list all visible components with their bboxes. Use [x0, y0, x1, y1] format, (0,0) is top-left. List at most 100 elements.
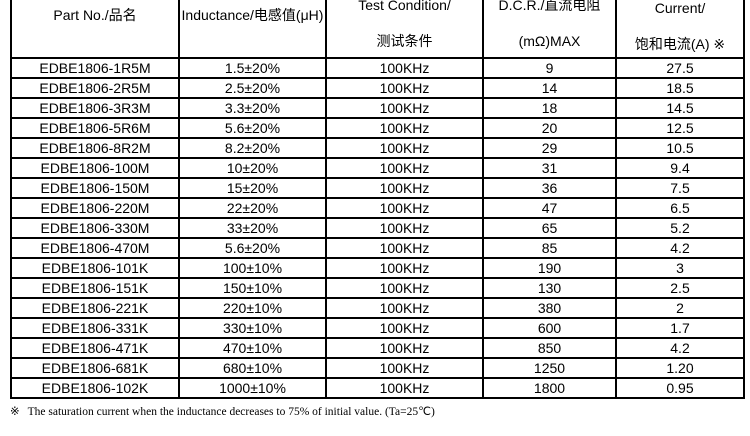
cell-part-no: EDBE1806-2R5M — [10, 77, 180, 99]
col-header-part-no-label: Part No./品名 — [53, 7, 137, 23]
table-row: EDBE1806-2R5M 2.5±20% 100KHz 14 18.5 — [10, 77, 745, 99]
col-header-test-condition-line1: Test Condition/ — [358, 0, 451, 13]
cell-dcr-max: 31 — [482, 157, 617, 179]
cell-dcr-max: 36 — [482, 177, 617, 199]
cell-dcr-max: 85 — [482, 237, 617, 259]
col-header-test-condition: Test Condition/ 测试条件 — [325, 0, 484, 59]
cell-saturation-current: 18.5 — [615, 77, 745, 99]
cell-dcr-max: 850 — [482, 337, 617, 359]
cell-saturation-current: 7.5 — [615, 177, 745, 199]
cell-saturation-current: 1.7 — [615, 317, 745, 339]
cell-saturation-current: 14.5 — [615, 97, 745, 119]
col-header-part-no: Part No./品名 — [10, 0, 180, 59]
cell-dcr-max: 47 — [482, 197, 617, 219]
cell-part-no: EDBE1806-102K — [10, 377, 180, 399]
inductor-spec-table: Part No./品名 Inductance/电感值(μH) Test Cond… — [10, 0, 745, 399]
cell-test-condition: 100KHz — [325, 97, 484, 119]
cell-inductance: 22±20% — [178, 197, 327, 219]
cell-dcr-max: 14 — [482, 77, 617, 99]
cell-inductance: 150±10% — [178, 277, 327, 299]
cell-saturation-current: 1.20 — [615, 357, 745, 379]
table-body: EDBE1806-1R5M 1.5±20% 100KHz 9 27.5 EDBE1806-… — [10, 57, 745, 399]
table-row: EDBE1806-220M 22±20% 100KHz 47 6.5 — [10, 197, 745, 219]
cell-inductance: 5.6±20% — [178, 237, 327, 259]
cell-test-condition: 100KHz — [325, 357, 484, 379]
cell-saturation-current: 5.2 — [615, 217, 745, 239]
cell-part-no: EDBE1806-221K — [10, 297, 180, 319]
table-row: EDBE1806-470M 5.6±20% 100KHz 85 4.2 — [10, 237, 745, 259]
cell-inductance: 5.6±20% — [178, 117, 327, 139]
cell-saturation-current: 27.5 — [615, 57, 745, 79]
cell-part-no: EDBE1806-3R3M — [10, 97, 180, 119]
cell-inductance: 8.2±20% — [178, 137, 327, 159]
cell-saturation-current: 6.5 — [615, 197, 745, 219]
cell-inductance: 470±10% — [178, 337, 327, 359]
cell-saturation-current: 4.2 — [615, 237, 745, 259]
cell-test-condition: 100KHz — [325, 337, 484, 359]
cell-test-condition: 100KHz — [325, 157, 484, 179]
footnote-reference-mark: ※ — [10, 406, 20, 418]
cell-dcr-max: 130 — [482, 277, 617, 299]
cell-test-condition: 100KHz — [325, 237, 484, 259]
cell-part-no: EDBE1806-681K — [10, 357, 180, 379]
cell-inductance: 220±10% — [178, 297, 327, 319]
cell-part-no: EDBE1806-151K — [10, 277, 180, 299]
table-row: EDBE1806-150M 15±20% 100KHz 36 7.5 — [10, 177, 745, 199]
cell-test-condition: 100KHz — [325, 217, 484, 239]
cell-test-condition: 100KHz — [325, 377, 484, 399]
cell-test-condition: 100KHz — [325, 117, 484, 139]
cell-dcr-max: 18 — [482, 97, 617, 119]
cell-test-condition: 100KHz — [325, 197, 484, 219]
footnote: ※ The saturation current when the inducta… — [10, 404, 435, 420]
cell-dcr-max: 600 — [482, 317, 617, 339]
cell-part-no: EDBE1806-331K — [10, 317, 180, 339]
cell-part-no: EDBE1806-8R2M — [10, 137, 180, 159]
table-row: EDBE1806-102K 1000±10% 100KHz 1800 0.95 — [10, 377, 745, 399]
cell-part-no: EDBE1806-100M — [10, 157, 180, 179]
cell-inductance: 33±20% — [178, 217, 327, 239]
table-row: EDBE1806-3R3M 3.3±20% 100KHz 18 14.5 — [10, 97, 745, 119]
cell-dcr-max: 190 — [482, 257, 617, 279]
cell-inductance: 10±20% — [178, 157, 327, 179]
table-header-row: Part No./品名 Inductance/电感值(μH) Test Cond… — [10, 0, 745, 59]
cell-part-no: EDBE1806-220M — [10, 197, 180, 219]
cell-inductance: 1.5±20% — [178, 57, 327, 79]
cell-inductance: 15±20% — [178, 177, 327, 199]
cell-test-condition: 100KHz — [325, 257, 484, 279]
cell-part-no: EDBE1806-330M — [10, 217, 180, 239]
cell-test-condition: 100KHz — [325, 177, 484, 199]
cell-part-no: EDBE1806-471K — [10, 337, 180, 359]
table-row: EDBE1806-151K 150±10% 100KHz 130 2.5 — [10, 277, 745, 299]
cell-inductance: 100±10% — [178, 257, 327, 279]
cell-dcr-max: 9 — [482, 57, 617, 79]
cell-test-condition: 100KHz — [325, 57, 484, 79]
col-header-dcr-line2: (mΩ)MAX — [518, 33, 581, 49]
cell-part-no: EDBE1806-150M — [10, 177, 180, 199]
cell-part-no: EDBE1806-101K — [10, 257, 180, 279]
cell-dcr-max: 20 — [482, 117, 617, 139]
footnote-text: The saturation current when the inductan… — [27, 406, 435, 418]
cell-part-no: EDBE1806-470M — [10, 237, 180, 259]
col-header-inductance-label: Inductance/电感值(μH) — [181, 7, 324, 23]
cell-inductance: 330±10% — [178, 317, 327, 339]
col-header-dcr-line1: D.C.R./直流电阻 — [498, 0, 601, 13]
col-header-test-condition-line2: 测试条件 — [376, 33, 433, 49]
cell-inductance: 2.5±20% — [178, 77, 327, 99]
col-header-current: Current/ 饱和电流(A) ※ — [615, 0, 745, 59]
table-row: EDBE1806-101K 100±10% 100KHz 190 3 — [10, 257, 745, 279]
cell-saturation-current: 3 — [615, 257, 745, 279]
cell-saturation-current: 2.5 — [615, 277, 745, 299]
table-row: EDBE1806-330M 33±20% 100KHz 65 5.2 — [10, 217, 745, 239]
cell-test-condition: 100KHz — [325, 297, 484, 319]
cell-dcr-max: 380 — [482, 297, 617, 319]
cell-dcr-max: 65 — [482, 217, 617, 239]
table-row: EDBE1806-1R5M 1.5±20% 100KHz 9 27.5 — [10, 57, 745, 79]
col-header-inductance: Inductance/电感值(μH) — [178, 0, 327, 59]
table-row: EDBE1806-100M 10±20% 100KHz 31 9.4 — [10, 157, 745, 179]
col-header-current-line1: Current/ — [654, 0, 706, 16]
cell-dcr-max: 1800 — [482, 377, 617, 399]
cell-test-condition: 100KHz — [325, 137, 484, 159]
col-header-dcr: D.C.R./直流电阻 (mΩ)MAX — [482, 0, 617, 59]
table-row: EDBE1806-5R6M 5.6±20% 100KHz 20 12.5 — [10, 117, 745, 139]
